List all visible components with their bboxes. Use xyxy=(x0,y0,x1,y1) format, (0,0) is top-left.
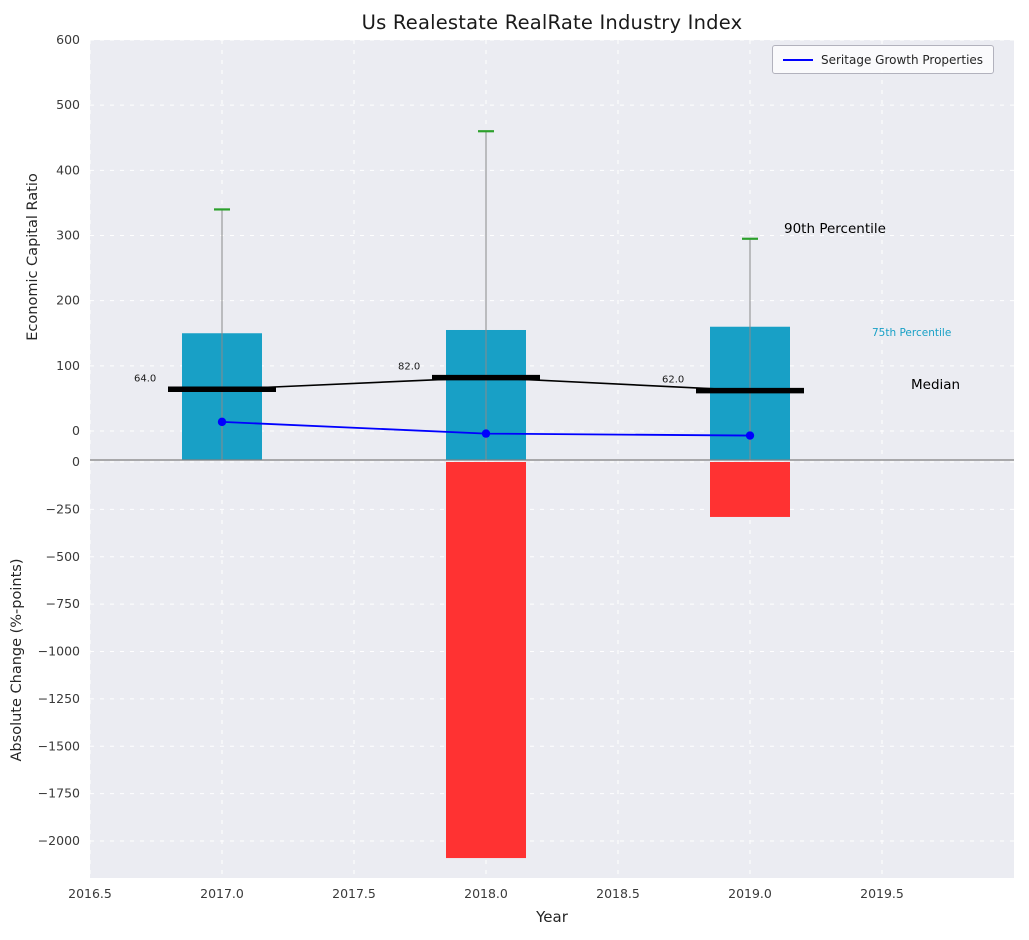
y-tick-label-top: 600 xyxy=(56,32,80,47)
legend-line-sample xyxy=(783,58,813,61)
y-tick-label-top: 200 xyxy=(56,293,80,308)
y-tick-label-top: 100 xyxy=(56,358,80,373)
legend: Seritage Growth Properties xyxy=(772,45,995,74)
annotation-90th-percentile: 90th Percentile xyxy=(784,221,886,237)
x-tick-label: 2019.5 xyxy=(860,886,904,901)
median-value-label: 62.0 xyxy=(662,375,684,386)
x-tick-label: 2018.5 xyxy=(596,886,640,901)
y-tick-label-bottom: −250 xyxy=(46,501,80,516)
y-tick-label-bottom: −2000 xyxy=(38,833,80,848)
x-tick-label: 2018.0 xyxy=(464,886,508,901)
change-bar xyxy=(446,462,526,859)
series-point xyxy=(745,431,755,440)
y-tick-label-bottom: −750 xyxy=(46,596,80,611)
y-tick-label-top: 400 xyxy=(56,162,80,177)
x-tick-label: 2017.0 xyxy=(200,886,244,901)
y-tick-label-bottom: −1250 xyxy=(38,691,80,706)
y-tick-label-bottom: −1500 xyxy=(38,738,80,753)
x-tick-label: 2019.0 xyxy=(728,886,772,901)
x-tick-label: 2016.5 xyxy=(68,886,112,901)
series-point xyxy=(217,417,227,427)
y-axis-label-top: Economic Capital Ratio xyxy=(25,173,41,341)
y-tick-label-bottom: 0 xyxy=(72,454,80,469)
y-tick-label-top: 300 xyxy=(56,228,80,243)
y-tick-label-top: 500 xyxy=(56,97,80,112)
change-bar xyxy=(710,462,790,517)
y-tick-label-bottom: −500 xyxy=(46,549,80,564)
chart-title: Us Realestate RealRate Industry Index xyxy=(361,11,743,34)
median-value-label: 82.0 xyxy=(398,362,420,373)
series-point xyxy=(481,429,491,438)
y-tick-label-top: 0 xyxy=(72,423,80,438)
y-tick-label-bottom: −1000 xyxy=(38,644,80,659)
median-value-label: 64.0 xyxy=(134,373,156,384)
x-axis-label: Year xyxy=(536,908,568,926)
annotation-median: Median xyxy=(911,377,961,393)
annotation-75th-percentile: 75th Percentile xyxy=(872,327,952,339)
x-tick-label: 2017.5 xyxy=(332,886,376,901)
y-axis-label-bottom: Absolute Change (%-points) xyxy=(9,558,25,762)
y-tick-label-bottom: −1750 xyxy=(38,786,80,801)
legend-label: Seritage Growth Properties xyxy=(821,52,984,67)
